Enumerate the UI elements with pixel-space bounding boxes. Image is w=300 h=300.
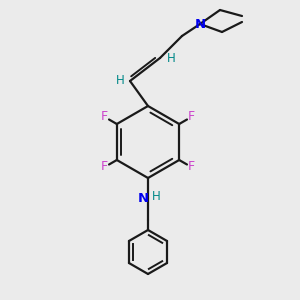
Text: H: H [152,190,160,203]
Text: H: H [167,52,176,64]
Text: F: F [188,110,195,124]
Text: H: H [116,74,124,88]
Text: F: F [101,160,108,173]
Text: N: N [137,193,148,206]
Text: F: F [101,110,108,124]
Text: N: N [194,17,206,31]
Text: F: F [188,160,195,173]
